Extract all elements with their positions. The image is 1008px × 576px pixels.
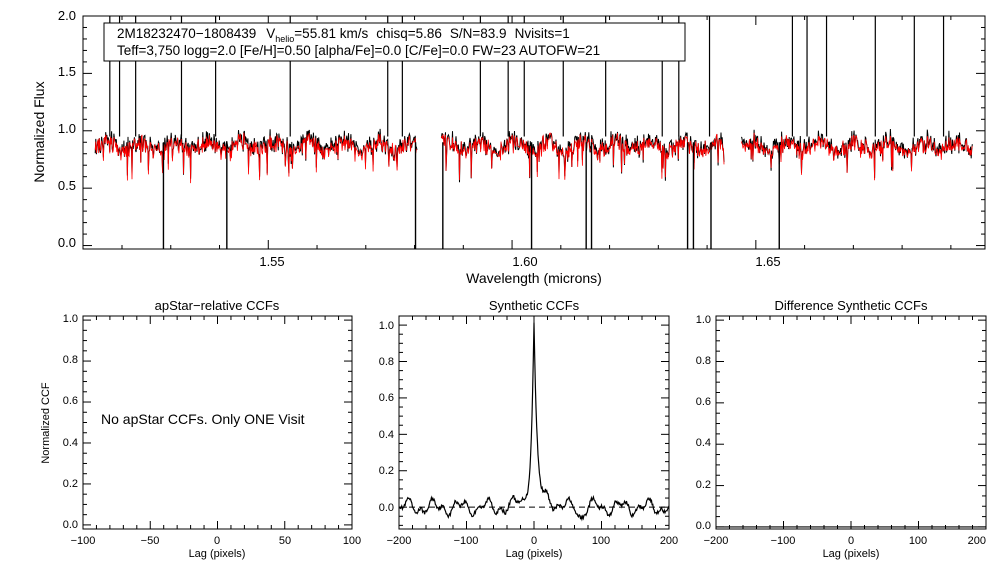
difference-ccf-title: Difference Synthetic CCFs — [775, 298, 928, 313]
synthetic-ccf-y-tick-label: 0.8 — [379, 356, 394, 368]
difference-ccf-ticks — [715, 316, 987, 529]
spectrum-y-tick-label: 2.0 — [58, 8, 76, 23]
model-spectrum-line — [94, 132, 418, 184]
synthetic-ccf-series — [398, 322, 670, 522]
star-id: 2M18232470−1808439 — [117, 26, 256, 41]
model-spectrum-line — [441, 132, 725, 181]
synthetic-ccf-y-tick-label: 1.0 — [379, 320, 394, 332]
synthetic-ccf-y-tick-label: 0.0 — [379, 502, 394, 514]
snr-value: S/N=83.9 — [450, 26, 507, 41]
nvisits-value: Nvisits=1 — [515, 26, 570, 41]
apstar-ccf-x-axis-title: Lag (pixels) — [189, 548, 246, 560]
spectrum-plot-frame — [82, 15, 986, 250]
synthetic-ccf-line — [398, 322, 670, 522]
synthetic-ccf-title: Synthetic CCFs — [489, 298, 580, 313]
difference-ccf-y-tick-label: 0.8 — [696, 355, 711, 367]
apstar-ccf-y-tick-label: 0.8 — [63, 354, 78, 366]
apstar-ccf-title: apStar−relative CCFs — [155, 298, 280, 313]
apstar-ccf-y-tick-label: 0.0 — [63, 519, 78, 531]
difference-ccf-y-tick-label: 0.4 — [696, 437, 711, 449]
difference-ccf-y-tick-label: 0.6 — [696, 396, 711, 408]
apstar-ccf-y-tick-label: 1.0 — [63, 313, 78, 325]
difference-ccf-y-tick-label: 0.0 — [696, 520, 711, 532]
synthetic-ccf-x-tick-label: 0 — [531, 535, 537, 547]
apstar-ccf-y-tick-label: 0.4 — [63, 437, 78, 449]
spectrum-x-tick-label: 1.65 — [755, 254, 780, 269]
synthetic-ccf-y-tick-label: 0.6 — [379, 392, 394, 404]
info-box: 2M18232470−1808439 Vhelio=55.81 km/s chisq… — [103, 22, 686, 62]
difference-ccf-x-tick-label: 0 — [848, 535, 854, 547]
difference-ccf-x-tick-label: −200 — [704, 535, 729, 547]
info-line-2-params: Teff=3,750 logg=2.0 [Fe/H]=0.50 [alpha/F… — [117, 43, 600, 58]
chisq-value: chisq=5.86 — [376, 26, 442, 41]
synthetic-ccf-ticks — [398, 315, 670, 529]
observed-spectrum-line — [94, 128, 418, 179]
apstar-ccf-x-tick-label: −50 — [141, 535, 160, 547]
spectrum-x-tick-label: 1.60 — [512, 254, 537, 269]
spectrum-y-axis-title: Normalized Flux — [31, 81, 47, 182]
synthetic-ccf-x-tick-label: 200 — [660, 535, 678, 547]
info-line-1: 2M18232470−1808439 Vhelio=55.81 km/s chisq… — [117, 26, 570, 44]
difference-ccf-plot-frame — [715, 315, 987, 530]
apstar-ccf-y-tick-label: 0.2 — [63, 478, 78, 490]
synthetic-ccf-y-tick-label: 0.2 — [379, 465, 394, 477]
spectrum-y-tick-label: 1.5 — [58, 64, 76, 79]
synthetic-ccf-panel: Synthetic CCFs 0.0 0.2 0.4 0.6 0.8 1.0 −… — [379, 298, 678, 560]
apstar-ccf-x-tick-label: 0 — [214, 535, 220, 547]
spectrum-y-tick-label: 1.0 — [58, 121, 76, 136]
synthetic-ccf-x-tick-label: 100 — [592, 535, 610, 547]
spectrum-y-tick-label: 0.5 — [58, 178, 76, 193]
apstar-ccf-panel: apStar−relative CCFs 0.0 0.2 0.4 0.6 0.8… — [40, 298, 361, 560]
spectrum-ticks — [83, 15, 985, 249]
difference-ccf-x-tick-label: 100 — [909, 535, 927, 547]
difference-ccf-x-tick-label: −100 — [771, 535, 796, 547]
synthetic-ccf-x-tick-label: −200 — [387, 535, 412, 547]
difference-ccf-x-tick-label: 200 — [968, 535, 986, 547]
synthetic-ccf-x-tick-label: −100 — [454, 535, 479, 547]
synthetic-ccf-x-axis-title: Lag (pixels) — [506, 548, 563, 560]
apstar-ccf-x-tick-label: 100 — [343, 535, 361, 547]
apstar-ccf-y-axis-title: Normalized CCF — [40, 382, 52, 464]
difference-ccf-x-axis-title: Lag (pixels) — [823, 548, 880, 560]
difference-ccf-y-tick-label: 0.2 — [696, 479, 711, 491]
difference-ccf-panel: Difference Synthetic CCFs 0.0 0.2 0.4 0.… — [696, 298, 987, 560]
vhelio-subscript: helio — [275, 34, 294, 44]
apstar-ccf-ticks — [82, 316, 353, 529]
difference-ccf-y-tick-label: 1.0 — [696, 314, 711, 326]
vhelio-value: =55.81 km/s — [294, 26, 368, 41]
spectrum-panel: 0.0 0.5 1.0 1.5 2.0 1.55 1.60 1.65 Wavel… — [31, 8, 986, 286]
info-box-frame — [103, 22, 686, 62]
synthetic-ccf-y-tick-label: 0.4 — [379, 429, 394, 441]
apstar-ccf-x-tick-label: 50 — [279, 535, 291, 547]
no-apstar-note: No apStar CCFs. Only ONE Visit — [101, 411, 305, 427]
spectrum-x-tick-label: 1.55 — [259, 254, 284, 269]
spectrum-y-tick-label: 0.0 — [58, 235, 76, 250]
vhelio-symbol: V — [266, 26, 275, 41]
apstar-ccf-x-tick-label: −100 — [71, 535, 96, 547]
apstar-ccf-y-tick-label: 0.6 — [63, 395, 78, 407]
spectrum-x-axis-title: Wavelength (microns) — [466, 270, 602, 286]
